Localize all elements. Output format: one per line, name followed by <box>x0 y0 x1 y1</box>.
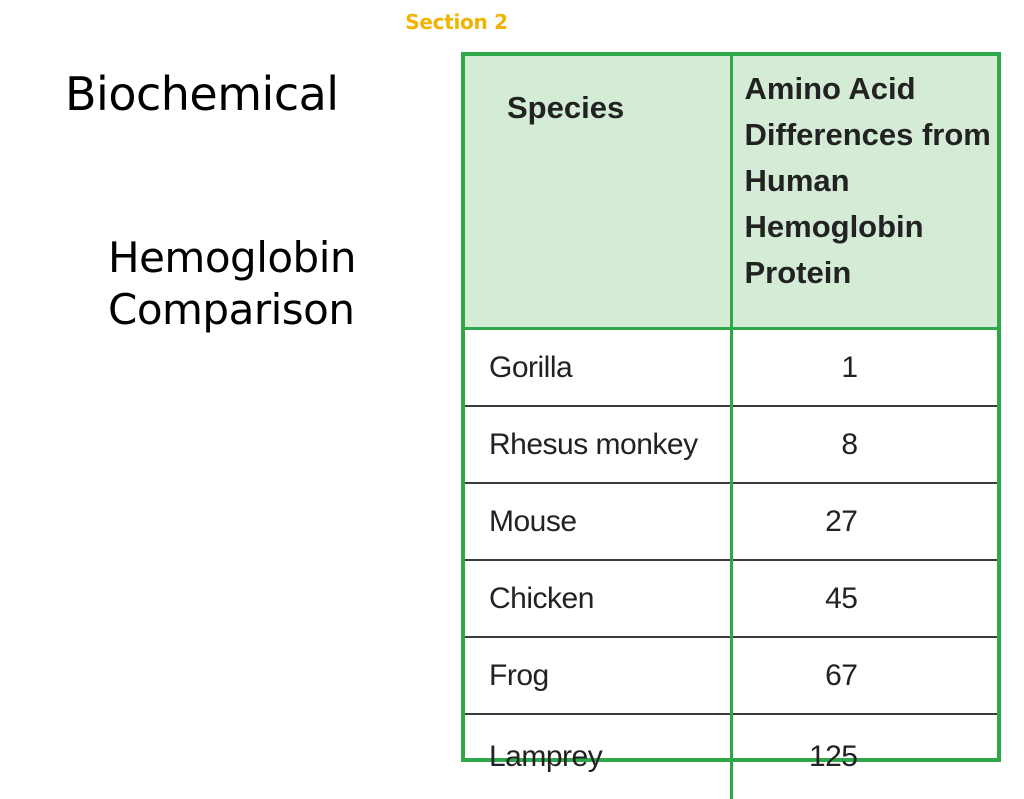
table-row: Lamprey 125 <box>465 714 997 799</box>
column-header-differences: Amino Acid Differences from Human Hemogl… <box>731 56 997 329</box>
data-table: Species Amino Acid Differences from Huma… <box>465 56 997 799</box>
species-cell: Mouse <box>465 483 731 560</box>
differences-cell: 8 <box>731 406 997 483</box>
species-cell: Rhesus monkey <box>465 406 731 483</box>
table-body: Gorilla 1 Rhesus monkey 8 Mouse 27 Chick… <box>465 329 997 799</box>
slide-title: Biochemical <box>65 67 339 121</box>
table-row: Gorilla 1 <box>465 329 997 407</box>
differences-cell: 1 <box>731 329 997 407</box>
differences-cell: 67 <box>731 637 997 714</box>
table-row: Mouse 27 <box>465 483 997 560</box>
species-cell: Chicken <box>465 560 731 637</box>
table-row: Rhesus monkey 8 <box>465 406 997 483</box>
subtitle-line-1: Hemoglobin <box>108 232 356 284</box>
differences-value: 45 <box>733 582 858 616</box>
table-row: Chicken 45 <box>465 560 997 637</box>
section-label: Section 2 <box>0 10 913 34</box>
slide-subtitle: Hemoglobin Comparison <box>108 232 356 336</box>
differences-value: 27 <box>733 505 858 539</box>
differences-cell: 125 <box>731 714 997 799</box>
differences-cell: 27 <box>731 483 997 560</box>
hemoglobin-comparison-table: Species Amino Acid Differences from Huma… <box>461 52 1001 762</box>
differences-value: 67 <box>733 659 858 693</box>
differences-value: 1 <box>733 351 858 385</box>
column-header-species: Species <box>465 56 731 329</box>
species-cell: Gorilla <box>465 329 731 407</box>
species-cell: Lamprey <box>465 714 731 799</box>
differences-value: 8 <box>733 428 858 462</box>
table-header: Species Amino Acid Differences from Huma… <box>465 56 997 329</box>
subtitle-line-2: Comparison <box>108 284 356 336</box>
differences-cell: 45 <box>731 560 997 637</box>
table-row: Frog 67 <box>465 637 997 714</box>
species-cell: Frog <box>465 637 731 714</box>
header-row: Species Amino Acid Differences from Huma… <box>465 56 997 329</box>
differences-value: 125 <box>733 740 858 774</box>
